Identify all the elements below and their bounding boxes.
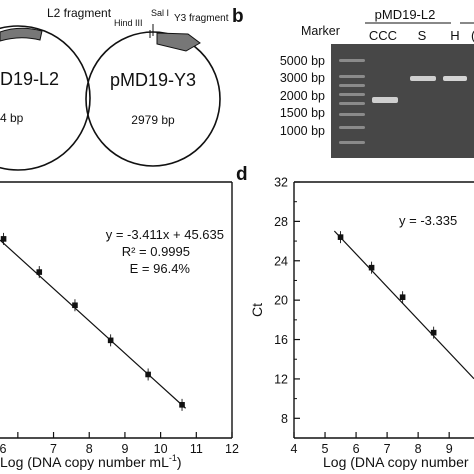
lane-ccc: CCC [369, 28, 397, 43]
panel-c-point [36, 269, 43, 275]
panel-d-ytick-label: 12 [274, 372, 288, 386]
panel-d-xtick-label: 9 [446, 442, 453, 456]
panel-d-equation: y = -3.335 [399, 213, 457, 228]
plasmid-left-circle [0, 25, 91, 171]
gel-band-s [410, 76, 436, 81]
panel-d-point [337, 234, 344, 240]
marker-label: Marker [301, 24, 340, 38]
gel-band-ccc [372, 97, 398, 103]
ladder-band [339, 59, 365, 62]
panel-d-xtick-label: 7 [384, 442, 391, 456]
ladder-label-1500: 1500 bp [280, 106, 325, 120]
panel-c-equation: y = -3.411x + 45.635 [106, 227, 224, 242]
lane-s: S [418, 28, 427, 43]
ladder-label-3000: 3000 bp [280, 71, 325, 85]
panel-c-xtick-label: 12 [225, 442, 239, 456]
panel-c-ticks: 6 7 8 9 10 11 12 [0, 432, 239, 456]
panel-c-point [145, 371, 151, 378]
panel-d-letter: d [236, 164, 248, 185]
panel-b-letter: b [232, 6, 244, 27]
panel-d-point [399, 294, 406, 300]
panel-d-xtick-label: 8 [415, 442, 422, 456]
panel-c-points [0, 232, 185, 411]
plasmid-right-name: pMD19-Y3 [110, 70, 196, 90]
panel-d-ytick-label: 32 [274, 176, 288, 190]
panel-c-point [179, 402, 185, 408]
ladder-band [339, 93, 365, 96]
panel-c-regression-line [0, 239, 187, 409]
panel-c-xtick-label: 11 [190, 442, 203, 456]
ladder-band [339, 102, 365, 105]
panel-c-xtick-label: 10 [154, 442, 168, 456]
panel-c-fit-line [0, 239, 187, 409]
gel-band-h [443, 76, 467, 81]
panel-d: d 4 5 6 7 8 9 8 12 16 20 24 28 32 y = -3.335 Ct Log … [236, 164, 474, 470]
ladder-label-2000: 2000 bp [280, 89, 325, 103]
panel-d-ytick-label: 24 [274, 254, 288, 268]
plasmid-right-size: 2979 bp [131, 113, 175, 127]
plasmid-left-size: 4 bp [0, 111, 24, 125]
panel-d-ylabel: Ct [249, 303, 265, 317]
panel-c-xtick-label: 9 [121, 442, 128, 456]
ladder-band [339, 75, 365, 78]
ladder-bands [339, 59, 365, 144]
panel-d-xtick-label: 6 [353, 442, 360, 456]
panel-d-xlabel: Log (DNA copy number [323, 454, 469, 470]
plasmid-right-site2: Hind III [114, 18, 143, 28]
panel-c-xlabel-text: Log (DNA copy number mL [0, 454, 169, 470]
plasmid-right-site1: Sal I [151, 8, 169, 18]
plasmid-right-fragment-label: Y3 fragment [174, 13, 229, 24]
panel-c-xtick-label: 8 [86, 442, 93, 456]
panel-c: 6 7 8 9 10 11 12 y = -3.411x + 45.635 R² = 0.9… [0, 181, 239, 470]
lane-h: H [450, 28, 459, 43]
panel-d-ytick-label: 28 [274, 215, 288, 229]
plasmid-left-name: D19-L2 [0, 69, 59, 89]
ladder-label-5000: 5000 bp [280, 54, 325, 68]
panel-d-ytick-label: 8 [281, 412, 288, 426]
plasmid-left-fragment-label: L2 fragment [47, 6, 112, 20]
panel-c-xlabel: Log (DNA copy number mL-1) [0, 453, 182, 470]
ladder-band [339, 113, 365, 116]
plasmid-right-circle [85, 31, 221, 167]
lane-partial: ( [471, 28, 474, 43]
ladder-label-1000: 1000 bp [280, 124, 325, 138]
panel-d-xtick-label: 4 [291, 442, 298, 456]
panel-c-xtick-label: 6 [0, 442, 7, 456]
panel-b: b Marker pMD19-L2 CCC S H ( 5000 bp 3000… [232, 6, 474, 158]
panel-d-xtick-label: 5 [322, 442, 329, 456]
plasmid-right-fragment-arrow [156, 32, 201, 52]
panel-d-ytick-label: 20 [274, 294, 288, 308]
panel-c-xlabel-close: ) [177, 454, 182, 470]
panel-c-xlabel-sup: -1 [169, 453, 177, 463]
gel-group-label: pMD19-L2 [375, 7, 436, 22]
panel-c-point [107, 337, 114, 344]
plasmid-left-fragment-arrow [0, 27, 43, 42]
panel-c-point [72, 302, 78, 309]
gel-image [331, 44, 474, 158]
panel-d-point [430, 329, 437, 336]
panel-c-point [0, 236, 7, 242]
panel-c-r2: R² = 0.9995 [122, 244, 190, 259]
ladder-band [339, 84, 365, 87]
panel-d-ytick-label: 16 [274, 333, 288, 347]
panel-c-efficiency: E = 96.4% [130, 261, 191, 276]
ladder-band [339, 141, 365, 144]
panel-d-regression-line [333, 230, 474, 380]
panel-c-xtick-label: 7 [50, 442, 57, 456]
panel-d-points [337, 231, 437, 339]
panel-d-fit-line [333, 230, 474, 380]
panel-d-ticks: 4 5 6 7 8 9 8 12 16 20 24 28 32 [274, 176, 453, 457]
panel-d-point [368, 264, 375, 271]
panel-a: L2 fragment D19-L2 4 bp Sal I Hind III Y… [0, 6, 229, 171]
ladder-band [339, 126, 365, 129]
